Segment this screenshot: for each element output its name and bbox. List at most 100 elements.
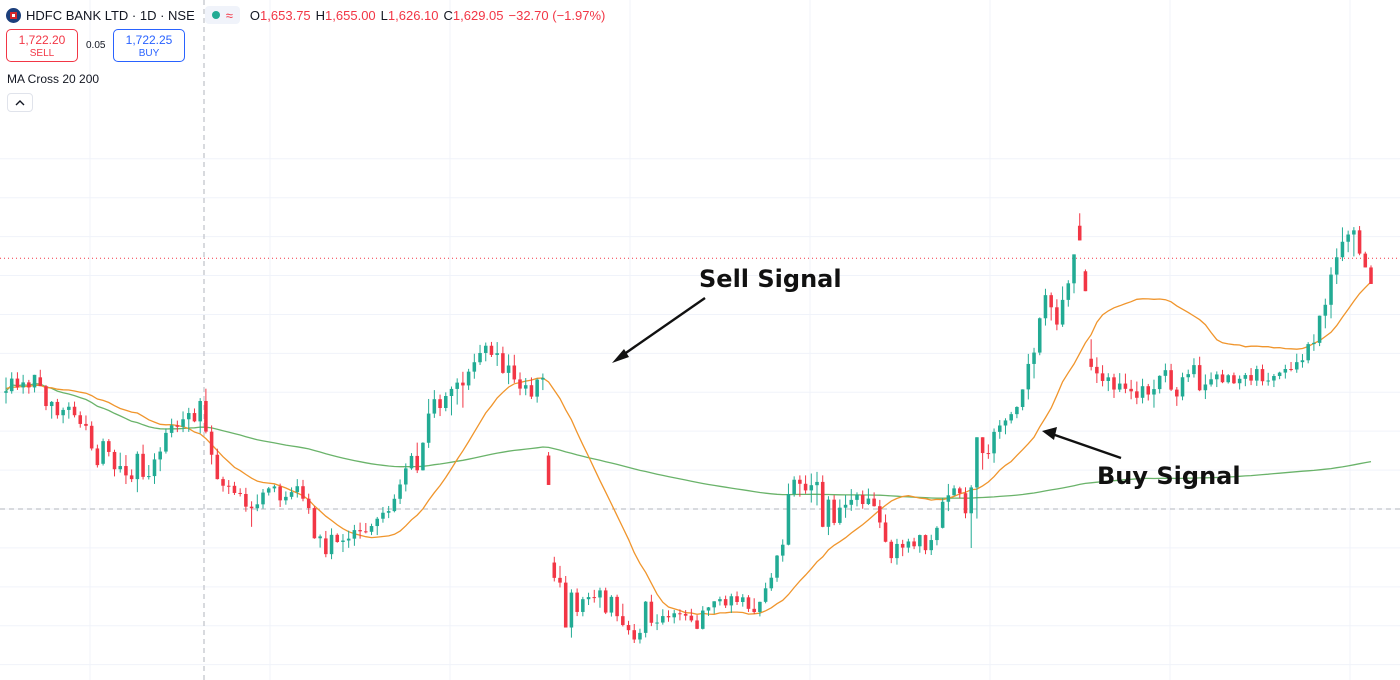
ohlc-high-key: H — [315, 7, 326, 23]
candle — [1192, 365, 1196, 375]
candle — [472, 362, 477, 372]
candle — [192, 413, 197, 422]
candle — [1072, 254, 1076, 284]
candle — [255, 504, 260, 509]
candle — [61, 409, 65, 416]
candle — [729, 596, 734, 606]
ohlc-close-key: C — [443, 7, 453, 23]
candle — [112, 451, 117, 470]
candle — [1032, 352, 1036, 364]
candle — [1197, 365, 1202, 391]
candle — [32, 374, 37, 388]
candle — [712, 601, 716, 608]
candles — [4, 213, 1373, 644]
candle — [1283, 369, 1288, 373]
candle — [421, 442, 425, 471]
candle — [135, 453, 140, 480]
candle — [335, 534, 340, 542]
sell-button[interactable]: 1,722.20 SELL — [6, 29, 78, 62]
symbol-title[interactable]: HDFC BANK LTD · 1D · NSE — [26, 7, 195, 23]
candle — [1352, 230, 1356, 235]
indicator-label[interactable]: MA Cross 20 200 — [7, 72, 100, 86]
candle — [855, 494, 859, 500]
candle — [1180, 377, 1185, 397]
candle — [409, 455, 414, 469]
candle — [529, 385, 534, 397]
candle — [95, 448, 100, 466]
candle — [946, 495, 951, 502]
candle — [695, 620, 699, 629]
candle — [552, 562, 557, 578]
candle — [701, 610, 705, 629]
candle — [209, 431, 214, 455]
candle — [381, 512, 385, 519]
candle — [495, 353, 499, 355]
candle — [1277, 372, 1282, 377]
candle — [752, 608, 756, 613]
candle — [997, 425, 1002, 432]
candle — [1117, 383, 1122, 390]
spread-value: 0.05 — [86, 40, 106, 51]
candle — [649, 601, 654, 623]
buy-button[interactable]: 1,722.25 BUY — [113, 29, 185, 62]
candle — [918, 535, 922, 547]
candle — [506, 365, 511, 373]
candle — [638, 632, 642, 640]
candle — [352, 530, 357, 539]
candle — [1209, 379, 1213, 385]
candle — [221, 479, 225, 486]
candle — [546, 455, 551, 485]
candle — [1260, 369, 1265, 382]
candle — [758, 601, 762, 613]
candle — [175, 425, 180, 427]
candle — [1066, 283, 1071, 300]
candle — [958, 488, 962, 494]
candle — [952, 488, 956, 496]
candle — [455, 382, 459, 389]
candle — [9, 378, 14, 392]
candle — [226, 485, 231, 487]
candle — [912, 541, 916, 547]
candle — [443, 396, 448, 408]
market-status-pill[interactable]: ≈ — [204, 6, 240, 24]
candle — [364, 531, 368, 533]
candle — [563, 582, 568, 628]
candle — [1089, 358, 1093, 367]
candle — [186, 413, 191, 420]
candle — [621, 616, 625, 626]
candle — [798, 479, 802, 484]
candle — [678, 613, 682, 615]
candle — [84, 423, 88, 426]
candle — [438, 399, 442, 408]
candle — [72, 406, 77, 416]
candle — [809, 485, 814, 491]
candle — [1020, 389, 1025, 407]
candle — [107, 441, 111, 452]
candle — [655, 622, 659, 624]
candle — [1060, 299, 1065, 325]
candle — [763, 588, 768, 602]
candle — [404, 468, 408, 485]
candle — [1266, 380, 1270, 382]
candle — [1363, 253, 1368, 268]
candle — [272, 486, 277, 489]
symbol-legend: HDFC BANK LTD · 1D · NSE ≈ O 1,653.75 H 1,… — [6, 5, 610, 25]
candle — [129, 475, 134, 480]
candle — [769, 577, 774, 589]
candle — [78, 415, 83, 424]
candle — [803, 483, 808, 491]
candle — [838, 507, 842, 523]
candle — [1294, 362, 1299, 370]
collapse-indicators-button[interactable] — [7, 93, 33, 112]
candle — [358, 530, 362, 532]
candle — [1043, 295, 1048, 319]
candle — [609, 596, 614, 613]
candle — [1272, 376, 1276, 381]
candle — [992, 431, 996, 454]
candle — [4, 391, 8, 393]
delayed-data-icon: ≈ — [225, 7, 233, 23]
candle — [324, 538, 328, 555]
candle — [969, 487, 973, 514]
candle — [603, 590, 608, 613]
